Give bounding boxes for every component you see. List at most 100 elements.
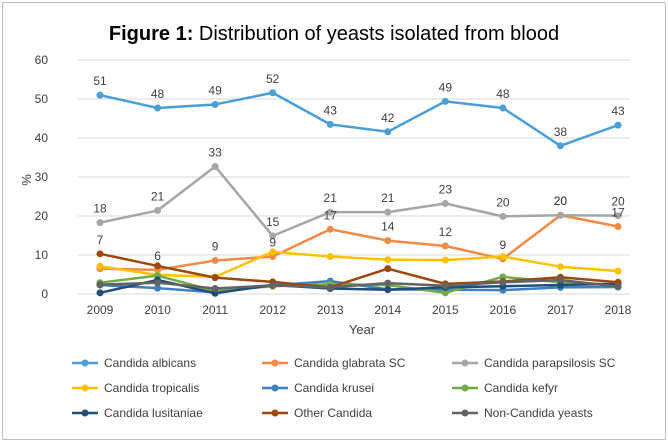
data-point bbox=[557, 212, 564, 219]
x-tick-label: 2017 bbox=[547, 303, 574, 317]
series-line bbox=[100, 252, 618, 277]
data-point bbox=[97, 281, 104, 288]
data-label: 20 bbox=[611, 195, 625, 209]
data-point bbox=[154, 262, 161, 269]
data-label: 49 bbox=[208, 83, 222, 97]
legend-label: Candida kefyr bbox=[484, 381, 558, 395]
data-point bbox=[97, 92, 104, 99]
data-point bbox=[499, 279, 506, 286]
data-point bbox=[615, 267, 622, 274]
legend-swatch-marker bbox=[462, 360, 469, 367]
data-point bbox=[97, 263, 104, 270]
legend-label: Candida glabrata SC bbox=[294, 356, 406, 370]
x-tick-label: 2015 bbox=[432, 303, 459, 317]
y-axis-ticks: 0 10 20 30 40 50 60 bbox=[35, 53, 49, 301]
data-point bbox=[384, 209, 391, 216]
data-point bbox=[442, 257, 449, 264]
data-label: 17 bbox=[324, 208, 338, 222]
data-label: 48 bbox=[151, 87, 165, 101]
data-point bbox=[269, 89, 276, 96]
data-label: 38 bbox=[554, 125, 568, 139]
data-point bbox=[154, 279, 161, 286]
data-label: 42 bbox=[381, 111, 395, 125]
data-point bbox=[154, 104, 161, 111]
legend-swatch-marker bbox=[82, 360, 89, 367]
x-tick-label: 2012 bbox=[259, 303, 286, 317]
data-label: 9 bbox=[269, 236, 276, 250]
x-tick-label: 2010 bbox=[144, 303, 171, 317]
data-point bbox=[212, 163, 219, 170]
data-point bbox=[212, 101, 219, 108]
data-point bbox=[499, 253, 506, 260]
legend-swatch-marker bbox=[462, 385, 469, 392]
x-tick-label: 2014 bbox=[374, 303, 401, 317]
data-label: 51 bbox=[93, 74, 107, 88]
data-label: 9 bbox=[500, 238, 507, 252]
legend-swatch-marker bbox=[82, 385, 89, 392]
data-point bbox=[557, 142, 564, 149]
data-label: 6 bbox=[154, 249, 161, 263]
data-point bbox=[384, 237, 391, 244]
data-point bbox=[557, 276, 564, 283]
data-label: 52 bbox=[266, 72, 280, 86]
legend-swatch-marker bbox=[272, 410, 279, 417]
data-point bbox=[442, 200, 449, 207]
y-tick-label: 30 bbox=[35, 170, 49, 184]
chart-title: Figure 1: Distribution of yeasts isolate… bbox=[109, 23, 559, 45]
legend-label: Non-Candida yeasts bbox=[484, 406, 593, 420]
data-label: 33 bbox=[208, 145, 222, 159]
x-tick-label: 2018 bbox=[605, 303, 632, 317]
data-point bbox=[557, 263, 564, 270]
data-label: 18 bbox=[93, 202, 107, 216]
data-label: 15 bbox=[266, 215, 280, 229]
legend-label: Candida albicans bbox=[104, 356, 196, 370]
data-point bbox=[384, 286, 391, 293]
data-point bbox=[442, 98, 449, 105]
legend: Candida albicans Candida glabrata SC Candi… bbox=[72, 356, 616, 420]
data-label: 43 bbox=[324, 103, 338, 117]
data-label: 48 bbox=[496, 87, 510, 101]
x-tick-label: 2013 bbox=[317, 303, 344, 317]
data-label: 21 bbox=[151, 190, 165, 204]
title-bold: Figure 1: bbox=[109, 23, 193, 45]
data-point bbox=[212, 285, 219, 292]
data-point bbox=[327, 226, 334, 233]
x-tick-label: 2016 bbox=[490, 303, 517, 317]
y-tick-label: 20 bbox=[35, 209, 49, 223]
y-axis-title: % bbox=[19, 174, 34, 186]
data-label: 21 bbox=[324, 191, 338, 205]
data-label: 20 bbox=[554, 194, 568, 208]
data-point bbox=[442, 243, 449, 250]
data-point bbox=[384, 280, 391, 287]
data-label: 20 bbox=[496, 195, 510, 209]
legend-swatch-marker bbox=[82, 410, 89, 417]
data-point bbox=[615, 223, 622, 230]
data-point bbox=[384, 128, 391, 135]
data-label: 7 bbox=[97, 233, 104, 247]
series-line bbox=[100, 215, 618, 270]
data-label: 49 bbox=[439, 80, 453, 94]
data-point bbox=[269, 282, 276, 289]
x-axis-ticks: 2009 2010 2011 2012 2013 2014 2015 2016 2017 2018 bbox=[87, 303, 632, 317]
legend-label: Candida krusei bbox=[294, 381, 374, 395]
legend-label: Other Candida bbox=[294, 406, 372, 420]
y-tick-label: 60 bbox=[35, 53, 49, 67]
data-point bbox=[212, 274, 219, 281]
data-point bbox=[327, 284, 334, 291]
data-point bbox=[384, 265, 391, 272]
data-label: 9 bbox=[212, 239, 219, 253]
data-label: 12 bbox=[439, 225, 453, 239]
data-label: 21 bbox=[381, 191, 395, 205]
data-point bbox=[154, 207, 161, 214]
legend-swatch-marker bbox=[462, 410, 469, 417]
y-tick-label: 0 bbox=[41, 287, 48, 301]
line-chart: Figure 1: Distribution of yeasts isolate… bbox=[0, 0, 668, 442]
legend-label: Candida parapsilosis SC bbox=[484, 356, 616, 370]
y-tick-label: 10 bbox=[35, 248, 49, 262]
data-point bbox=[384, 256, 391, 263]
data-point bbox=[97, 250, 104, 257]
x-tick-label: 2009 bbox=[87, 303, 114, 317]
x-tick-label: 2011 bbox=[202, 303, 228, 317]
data-point bbox=[212, 257, 219, 264]
data-point bbox=[327, 253, 334, 260]
